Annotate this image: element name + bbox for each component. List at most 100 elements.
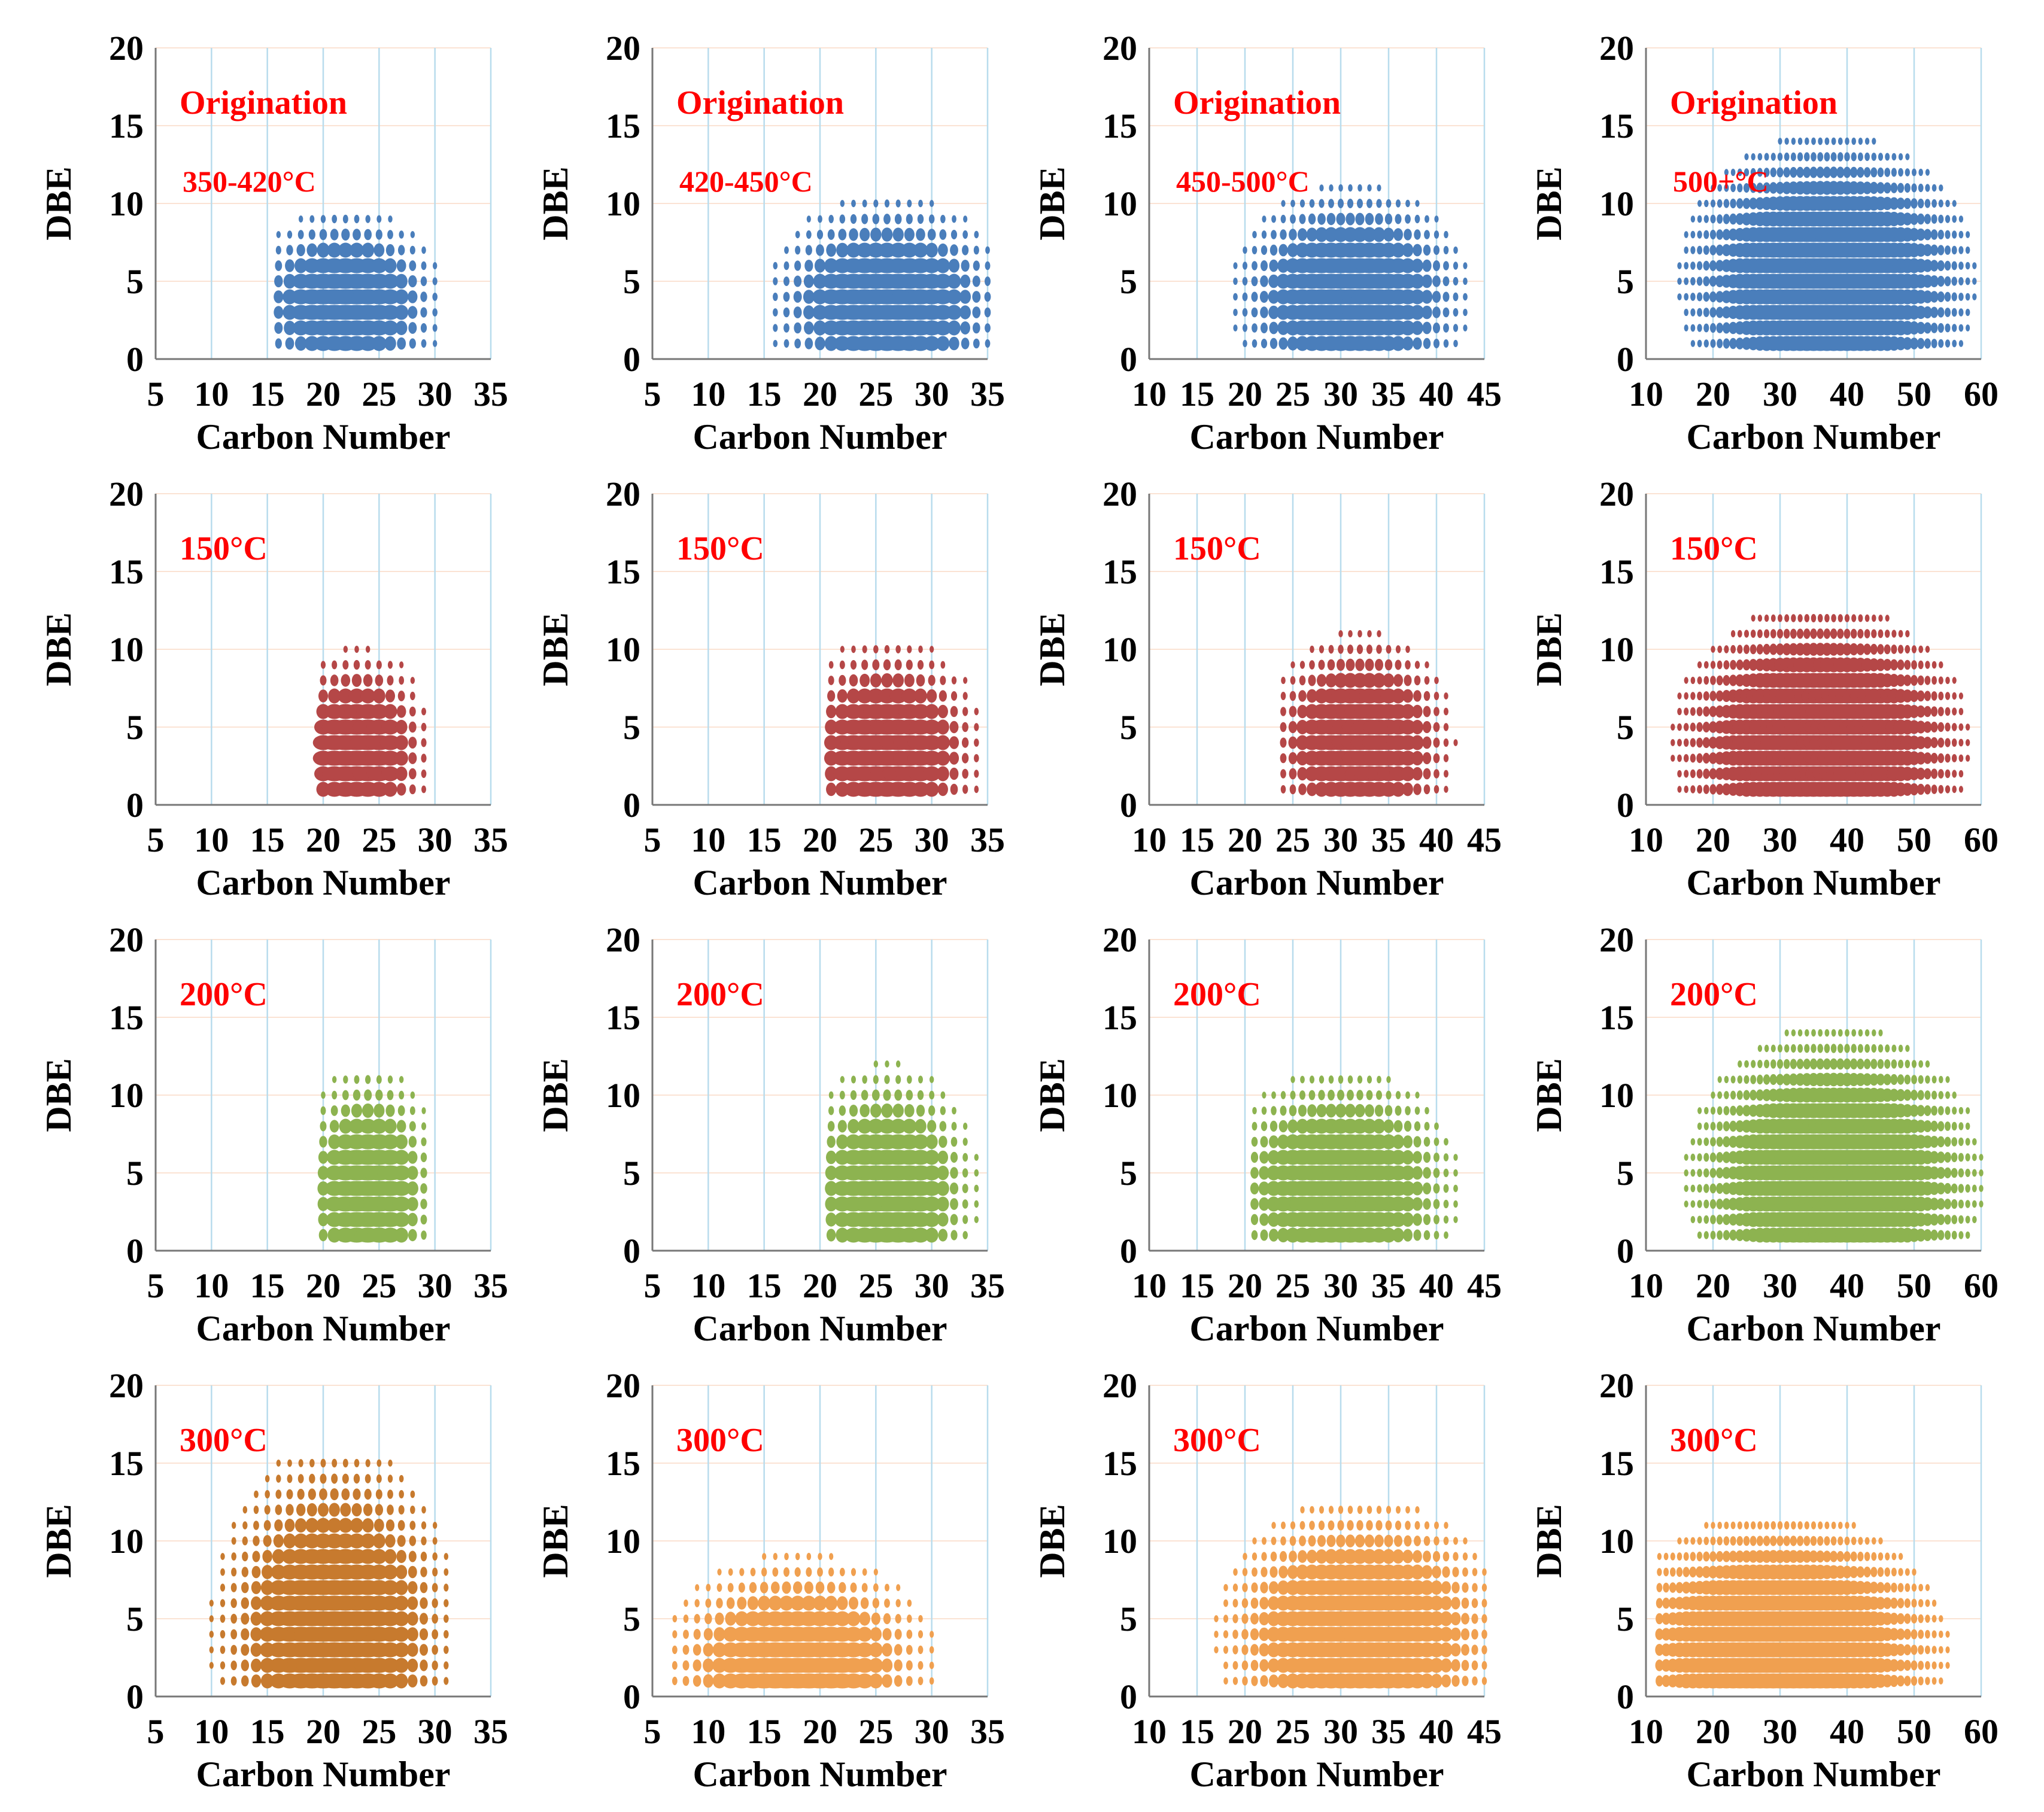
data-point — [1444, 230, 1448, 239]
data-point — [220, 1615, 226, 1623]
data-point — [1730, 1090, 1736, 1100]
data-point — [1770, 167, 1776, 178]
data-point — [393, 1212, 410, 1227]
data-point — [1796, 1059, 1804, 1069]
y-tick-label: 10 — [606, 630, 640, 669]
data-point — [1863, 643, 1872, 655]
data-point — [1280, 722, 1287, 732]
data-point — [1433, 1230, 1439, 1240]
data-point — [432, 277, 438, 285]
data-point — [1317, 674, 1326, 687]
data-point — [1937, 722, 1945, 732]
x-axis-label: Carbon Number — [1686, 417, 1940, 457]
data-point — [254, 1490, 259, 1498]
data-point — [1715, 767, 1724, 780]
data-point — [1432, 291, 1441, 303]
data-point — [1429, 1595, 1444, 1611]
data-point — [1891, 1044, 1897, 1053]
data-point — [1423, 691, 1431, 701]
data-point — [1958, 1153, 1964, 1162]
data-point — [1817, 628, 1824, 639]
data-point — [885, 1583, 889, 1592]
data-point — [1735, 674, 1745, 687]
data-point — [1443, 754, 1449, 762]
data-point — [868, 1658, 883, 1673]
data-point — [894, 659, 902, 671]
data-point — [815, 1581, 825, 1594]
data-point — [1405, 660, 1411, 670]
x-axis-label: Carbon Number — [693, 417, 947, 457]
data-point — [773, 262, 778, 270]
y-tick-label: 15 — [1103, 552, 1137, 591]
data-point — [287, 1459, 292, 1467]
data-point — [918, 645, 923, 653]
data-point — [1676, 1567, 1683, 1577]
data-point — [922, 735, 942, 750]
data-point — [1925, 1060, 1930, 1068]
data-point — [1677, 707, 1682, 716]
data-point — [1289, 784, 1296, 795]
data-point — [1902, 783, 1912, 796]
data-point — [1871, 629, 1877, 639]
data-point — [1307, 1104, 1317, 1117]
data-point — [1744, 1060, 1749, 1068]
data-point — [1930, 275, 1939, 287]
data-point — [1911, 1644, 1918, 1655]
data-point — [297, 1474, 304, 1483]
data-point — [1756, 1536, 1763, 1546]
data-point — [1471, 1613, 1478, 1624]
data-point — [1697, 661, 1702, 668]
data-point — [962, 1123, 968, 1130]
y-tick-label: 0 — [126, 1232, 144, 1270]
data-point — [1242, 1583, 1248, 1592]
y-tick-label: 5 — [126, 262, 144, 301]
data-point — [1242, 262, 1248, 270]
data-point — [1845, 1522, 1849, 1529]
y-tick-label: 10 — [1103, 1522, 1137, 1561]
data-point — [1432, 275, 1441, 287]
data-point — [1697, 308, 1703, 317]
data-point — [369, 782, 389, 797]
data-point — [397, 1520, 405, 1531]
data-point — [420, 1675, 428, 1687]
data-point — [870, 673, 882, 688]
data-point — [1362, 673, 1377, 688]
data-point — [388, 215, 393, 223]
data-point — [939, 690, 947, 702]
y-tick-label: 20 — [606, 29, 640, 68]
data-point — [407, 1596, 418, 1610]
x-tick-label: 10 — [1629, 375, 1663, 414]
data-point — [1937, 1106, 1944, 1115]
data-point — [923, 719, 941, 735]
data-point — [1471, 1644, 1478, 1655]
x-tick-label: 20 — [1228, 820, 1262, 859]
panel-title: Origination — [180, 84, 347, 121]
data-point — [353, 1473, 360, 1484]
data-point — [432, 1613, 438, 1624]
data-point — [1715, 783, 1724, 795]
data-point — [231, 1537, 236, 1545]
data-point — [1355, 212, 1365, 226]
data-point — [1703, 260, 1710, 271]
data-point — [1261, 323, 1268, 333]
data-point — [1281, 676, 1286, 685]
data-point — [1443, 723, 1449, 731]
data-point — [894, 1659, 903, 1671]
y-tick-label: 20 — [1103, 920, 1137, 959]
data-point — [884, 1598, 890, 1608]
data-point — [940, 1091, 946, 1099]
data-point — [1882, 196, 1893, 211]
data-point — [848, 1118, 859, 1134]
data-point — [1743, 183, 1750, 193]
data-point — [399, 1076, 404, 1083]
data-point — [937, 704, 948, 719]
data-point — [1423, 1536, 1431, 1546]
data-point — [1277, 1227, 1289, 1243]
data-point — [410, 677, 415, 684]
data-point — [1931, 1105, 1937, 1116]
data-point — [1890, 1612, 1899, 1625]
data-point — [936, 336, 950, 351]
data-point — [1443, 323, 1449, 333]
data-point — [725, 1612, 736, 1626]
